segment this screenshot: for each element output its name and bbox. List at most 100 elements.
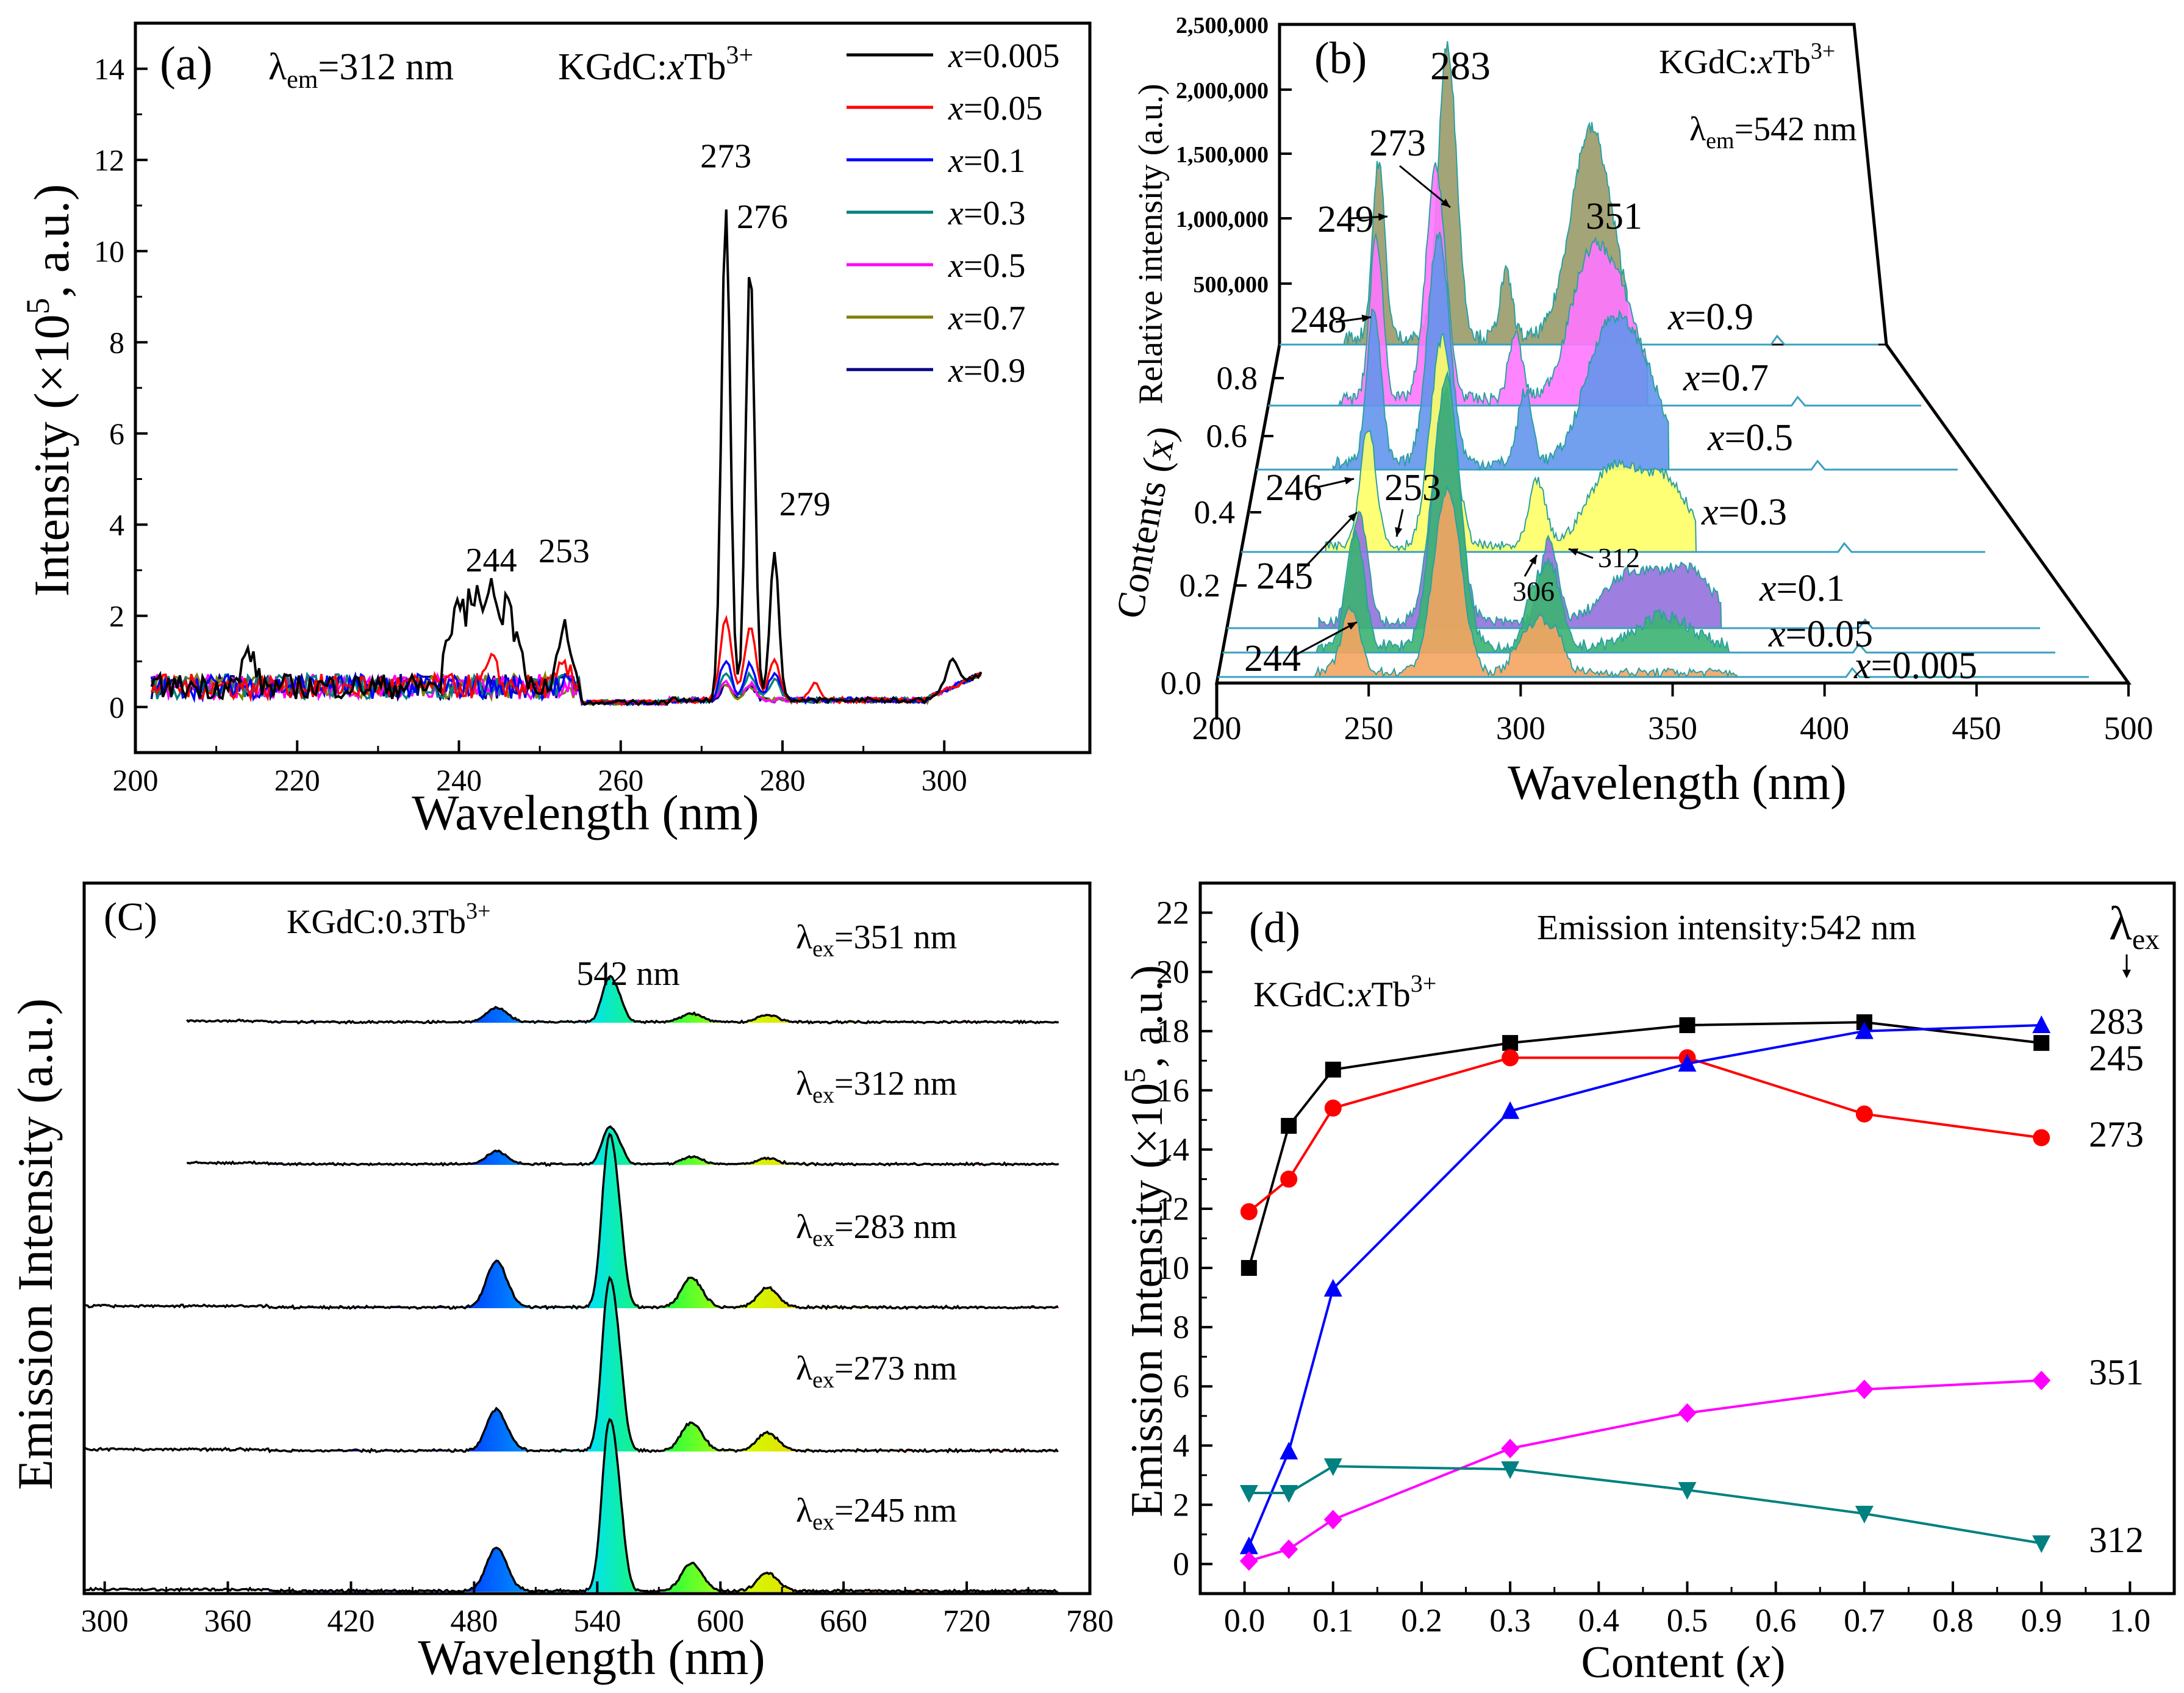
panel-b-series-label-x: x	[1667, 296, 1685, 338]
panel-c-label-sub: ex	[812, 1083, 834, 1108]
panel-b-spectra	[1217, 41, 2089, 679]
panel-c-label-sub: ex	[812, 1367, 834, 1393]
panel-a-xtick-label: 280	[760, 763, 806, 797]
panel-c-label-sub: ex	[812, 1509, 834, 1535]
panel-b-peak-arrowhead	[1569, 548, 1578, 556]
panel-a-plot: 244 253 273 276 279	[150, 137, 983, 707]
panel-c-xtick-label: 660	[820, 1604, 867, 1639]
panel-c-peak-label: 542 nm	[576, 955, 680, 993]
panel-b-peak-label: 312	[1598, 542, 1640, 573]
panel-b-series-label-x: x	[1683, 357, 1700, 399]
panel-a-legend-label: x=0.5	[948, 247, 1025, 285]
panel-c-series-line	[186, 975, 1059, 1025]
panel-d-marker-circle	[1280, 1170, 1298, 1188]
panel-d-ytick-label: 4	[1173, 1427, 1189, 1464]
panel-b-xtick-label: 200	[1192, 710, 1242, 746]
panel-b-series-label: x=0.005	[1853, 645, 1977, 687]
panel-a-legend-x: x	[948, 142, 964, 180]
panel-b-peak-arrowhead	[1348, 512, 1357, 521]
panel-a-legend-value: =0.05	[964, 90, 1043, 127]
panel-b-series-label-x: x	[1707, 417, 1725, 459]
panel-d-xtick-label: 0.0	[1224, 1602, 1266, 1639]
panel-d-ticks: 0.0 0.1 0.2 0.3 0.4 0.5 0.6 0.7 0.8 0.9 1.0 0 2 4 6 8 10…	[1156, 895, 2150, 1639]
panel-b-peak-arrow	[1399, 165, 1451, 209]
panel-d-series-label: 273	[2089, 1114, 2144, 1154]
panel-c-label-prefix: λ	[796, 1208, 812, 1246]
panel-c-label-value: =351 nm	[834, 918, 957, 956]
panel-d-ytick-label: 0	[1173, 1545, 1189, 1582]
panel-b-series-baseline	[1222, 642, 2055, 654]
panel-c-xtick-label: 360	[204, 1604, 252, 1639]
panel-a-legend-x: x	[948, 247, 964, 285]
panel-d-xtick-label: 0.9	[2021, 1602, 2062, 1639]
panel-b-series-baseline	[1241, 542, 1985, 553]
panel-a-series-line	[150, 615, 982, 706]
panel-b-series-label-value: =0.3	[1719, 492, 1787, 533]
panel-b-depth-tick-label: 0.8	[1217, 360, 1258, 396]
panel-b-intensity-tick-label: 1,500,000	[1176, 142, 1269, 168]
panel-a-legend-label: x=0.05	[948, 90, 1042, 127]
panel-b-depth-tick-label: 0.0	[1161, 665, 1202, 701]
panel-b-xtick-label: 250	[1344, 710, 1394, 746]
panel-a-peak-label: 273	[700, 137, 751, 175]
panel-d-marker-diamond	[1323, 1509, 1342, 1530]
panel-d-marker-triangle-down	[1323, 1458, 1342, 1476]
panel-b-series-area	[1332, 231, 1670, 472]
panel-d-marker-diamond	[1678, 1403, 1697, 1423]
panel-d-series-labels: 245 273 283 351 312	[2089, 1001, 2144, 1560]
panel-c-series-label: λex=245 nm	[796, 1492, 957, 1535]
panel-a-legend-value: =0.9	[964, 352, 1026, 390]
panel-d-xtick-label: 1.0	[2110, 1602, 2151, 1639]
panel-b-peak-arrowhead	[1395, 527, 1403, 537]
panel-b-depth-tick-label: 0.2	[1180, 567, 1221, 604]
panel-b-xtick-label: 500	[2104, 710, 2154, 746]
panel-a-legend-label: x=0.1	[948, 142, 1025, 180]
panel-d-sample: KGdC:xTb3+	[1253, 970, 1436, 1014]
panel-b-series-label: x=0.3	[1701, 492, 1787, 533]
panel-a-xtick-label: 220	[274, 763, 320, 797]
panel-c-series-line	[84, 1132, 1059, 1311]
panel-b-peak-label: 246	[1266, 467, 1322, 509]
panel-a-ticks: 200 220 240 260 280 300 0 2 4 6 8 10 12 14	[94, 52, 967, 797]
panel-a-legend-x: x	[948, 352, 964, 390]
panel-b-series-label: x=0.7	[1683, 357, 1769, 399]
panel-b-series-label: x=0.1	[1759, 568, 1845, 609]
panel-c-xtick-label: 300	[81, 1604, 129, 1639]
panel-d-marker-square	[1241, 1260, 1257, 1276]
panel-d-legend-title: λex	[2109, 897, 2160, 956]
panel-d-marker-triangle-up	[1855, 1021, 1874, 1039]
panel-c-label-prefix: λ	[796, 1350, 812, 1387]
panel-a-xtick-label: 200	[113, 763, 159, 797]
panel-a-ytick-label: 14	[94, 52, 124, 86]
panel-d-xtick-label: 0.1	[1312, 1602, 1354, 1639]
panel-d-marker-diamond	[1855, 1380, 1874, 1400]
panel-d-xtick-label: 0.7	[1844, 1602, 1885, 1639]
panel-d-marker-circle	[1502, 1049, 1519, 1067]
panel-d-marker-square	[1281, 1118, 1297, 1134]
panel-b-series-label-value: =0.05	[1786, 614, 1873, 655]
panel-b-series-baseline	[1256, 459, 1958, 471]
panel-b-label: (b)	[1314, 34, 1367, 84]
panel-a-ytick-label: 0	[109, 690, 124, 724]
panel-d-ytick-label: 12	[1156, 1190, 1189, 1227]
panel-b-intensity-tick-label: 1,000,000	[1176, 207, 1269, 232]
panel-b-peak-arrowhead	[1347, 622, 1357, 630]
panel-b-series-label: x=0.9	[1667, 296, 1753, 338]
panel-c-xlabel: Wavelength (nm)	[418, 1630, 765, 1685]
panel-d-ytick-label: 14	[1156, 1131, 1189, 1168]
panel-b-series-baseline	[1226, 618, 2040, 629]
panel-b-series-label-value: =0.1	[1777, 568, 1845, 609]
panel-d-series-label: 245	[2089, 1038, 2144, 1078]
panel-b-xlabel: Wavelength (nm)	[1508, 756, 1847, 810]
panel-d-ylabel: Emission Intensity (×105, a.u.)	[1117, 965, 1172, 1517]
panel-b-peak-arrow	[1294, 621, 1358, 657]
panel-d-xtick-label: 0.3	[1489, 1602, 1531, 1639]
panel-b-intensity-tick-label: 2,500,000	[1176, 13, 1269, 38]
panel-b-series-label-x: x	[1853, 645, 1871, 687]
panel-c-label-prefix: λ	[796, 1065, 812, 1103]
panel-b-series-label-x: x	[1768, 614, 1786, 655]
panel-b-peak-arrowhead	[1344, 477, 1354, 485]
